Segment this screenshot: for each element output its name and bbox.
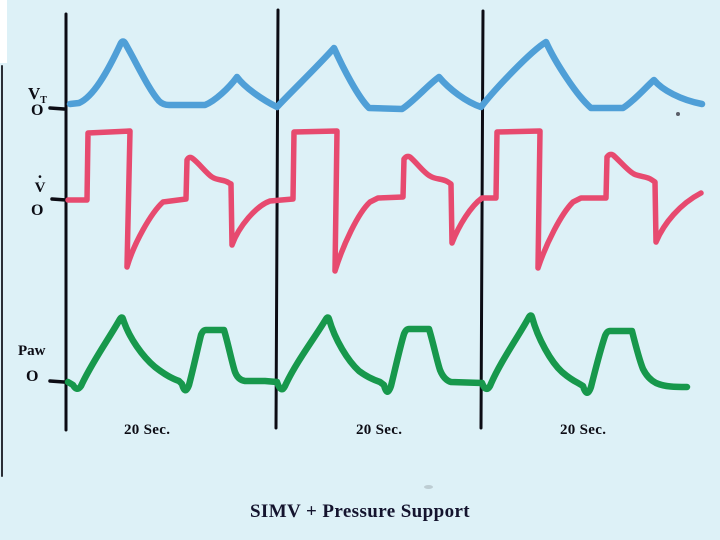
interval-divider-1 <box>274 8 280 430</box>
vt-zero-label: O <box>31 102 44 119</box>
slide-title: SIMV + Pressure Support <box>249 501 471 522</box>
flow-axis-label: · V <box>34 167 46 196</box>
flow-zero-label: O <box>31 202 44 219</box>
scan-corner-artifact <box>0 0 7 63</box>
vt-zero-tick <box>48 106 66 111</box>
scan-speckle <box>424 485 433 489</box>
scan-speckle <box>676 112 680 116</box>
flow-zero-tick <box>50 197 68 202</box>
paw-zero-tick <box>48 379 66 384</box>
volume-trace <box>66 38 706 113</box>
flow-dot: · <box>37 167 43 186</box>
interval-divider-2 <box>479 9 485 430</box>
time-interval-label-3: 20 Sec. <box>560 422 607 438</box>
time-interval-label-2: 20 Sec. <box>356 422 403 438</box>
flow-trace <box>65 128 704 274</box>
paw-axis-label: Paw <box>18 343 46 359</box>
vt-axis-label: VT <box>28 84 47 106</box>
time-interval-label-1: 20 Sec. <box>124 422 171 438</box>
paw-zero-label: O <box>26 368 39 385</box>
pressure-trace <box>64 312 691 396</box>
